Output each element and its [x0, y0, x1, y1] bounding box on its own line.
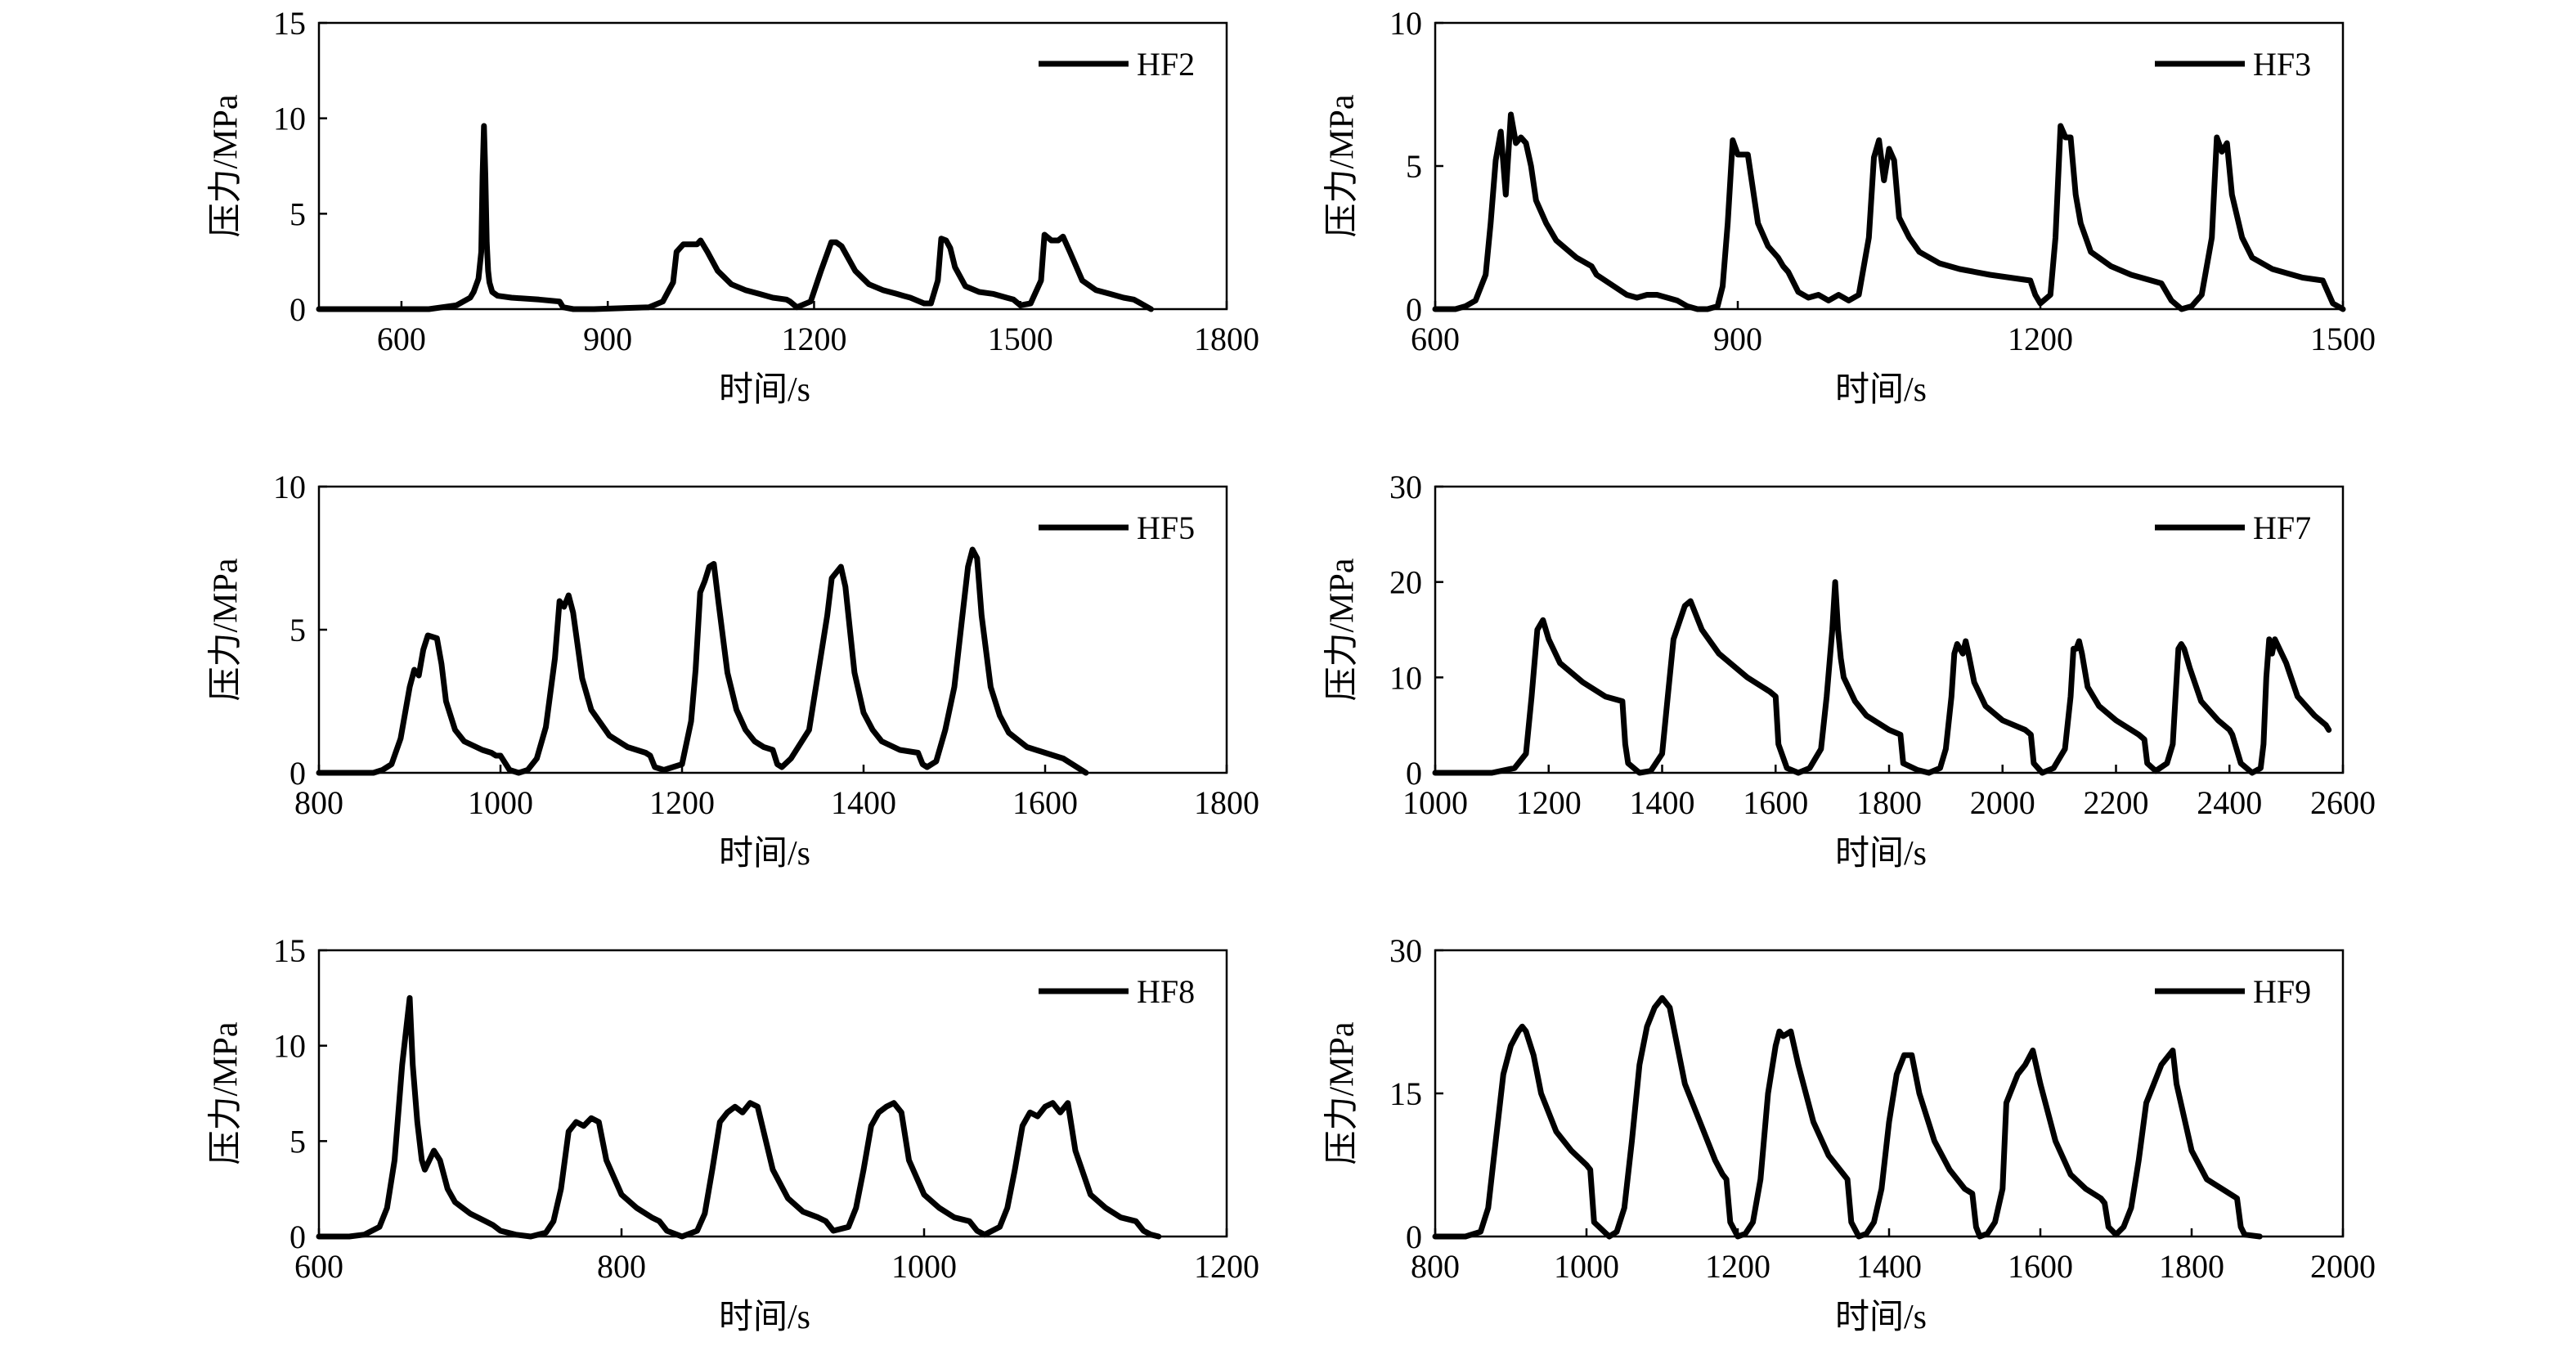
x-axis-label: 时间/s [719, 1299, 810, 1336]
x-tick-label: 2600 [2310, 784, 2376, 821]
legend-label: HF3 [2253, 46, 2311, 83]
x-tick-label: 2000 [2310, 1248, 2376, 1285]
x-tick-label: 1200 [649, 784, 715, 821]
y-tick-label: 10 [1389, 659, 1422, 696]
x-tick-label: 1600 [1012, 784, 1078, 821]
y-axis-label: 压力/MPa [208, 1021, 245, 1165]
y-axis-label: 压力/MPa [208, 558, 245, 701]
x-tick-label: 900 [583, 321, 632, 357]
y-axis-label: 压力/MPa [208, 94, 245, 237]
series-line-hf2 [316, 123, 1154, 312]
x-tick-label: 1000 [468, 784, 533, 821]
y-tick-label: 10 [273, 469, 306, 505]
x-tick-label: 1800 [1194, 784, 1259, 821]
series-line-hf8 [316, 994, 1162, 1240]
x-tick-label: 2000 [1970, 784, 2035, 821]
x-tick-label: 800 [294, 784, 343, 821]
x-axis-label: 时间/s [1835, 371, 1927, 409]
chart-panel-5: 600 800 1000 1200 0 5 10 15 时间/s 压力/MPa HF8 [208, 932, 1259, 1336]
x-tick-label: 1200 [1194, 1248, 1259, 1285]
x-tick-label: 800 [597, 1248, 646, 1285]
chart-panel-3: 800 1000 1200 1400 1600 1800 0 5 10 时间/s 压力/MPa HF5 [208, 469, 1259, 873]
x-tick-label: 1800 [1856, 784, 1922, 821]
y-tick-label: 0 [289, 1219, 306, 1255]
x-tick-label: 1200 [1705, 1248, 1770, 1285]
legend-label: HF5 [1137, 509, 1195, 546]
x-tick-label: 2200 [2084, 784, 2149, 821]
x-tick-label: 2400 [2197, 784, 2262, 821]
y-tick-label: 0 [1406, 291, 1422, 328]
x-axis-label: 时间/s [1835, 1299, 1927, 1336]
y-tick-label: 0 [1406, 755, 1422, 792]
x-tick-label: 1600 [1743, 784, 1808, 821]
series-line-hf7 [1432, 579, 2332, 776]
y-axis-label: 压力/MPa [1324, 558, 1362, 701]
x-tick-label: 1400 [1630, 784, 1695, 821]
y-tick-label: 15 [1389, 1075, 1422, 1112]
y-tick-label: 15 [273, 5, 306, 42]
y-tick-label: 10 [273, 1028, 306, 1065]
x-tick-label: 900 [1713, 321, 1762, 357]
x-axis-label: 时间/s [719, 371, 810, 409]
x-tick-label: 1600 [2008, 1248, 2073, 1285]
y-tick-label: 0 [289, 755, 306, 792]
x-tick-label: 1000 [1402, 784, 1468, 821]
x-tick-label: 1200 [1516, 784, 1582, 821]
plot-frame [317, 949, 1228, 1238]
legend-label: HF2 [1137, 46, 1195, 83]
y-tick-label: 0 [289, 291, 306, 328]
plot-frame [317, 21, 1228, 311]
legend-label: HF7 [2253, 509, 2311, 546]
legend-label: HF9 [2253, 973, 2311, 1010]
y-tick-label: 10 [1389, 5, 1422, 42]
x-tick-label: 1200 [2008, 321, 2073, 357]
series-line-hf3 [1432, 111, 2346, 312]
y-axis-label: 压力/MPa [1324, 1021, 1362, 1165]
x-tick-label: 600 [377, 321, 426, 357]
y-axis-label: 压力/MPa [1324, 94, 1362, 237]
x-tick-label: 600 [294, 1248, 343, 1285]
legend-label: HF8 [1137, 973, 1195, 1010]
y-tick-label: 10 [273, 101, 306, 137]
y-tick-label: 30 [1389, 469, 1422, 505]
x-tick-label: 1200 [781, 321, 846, 357]
x-tick-label: 800 [1411, 1248, 1460, 1285]
x-tick-label: 1400 [1856, 1248, 1922, 1285]
chart-panel-2: 600 900 1200 1500 0 5 10 时间/s 压力/MPa HF3 [1324, 5, 2376, 409]
y-tick-label: 5 [289, 195, 306, 232]
x-tick-label: 1500 [2310, 321, 2376, 357]
chart-panel-1: 600 900 1200 1500 1800 0 5 10 15 时间/s 压力/MPa HF2 [208, 5, 1259, 409]
y-tick-label: 5 [289, 1123, 306, 1160]
x-axis-label: 时间/s [1835, 835, 1927, 873]
x-tick-label: 1800 [2159, 1248, 2224, 1285]
x-tick-label: 600 [1411, 321, 1460, 357]
y-tick-label: 30 [1389, 932, 1422, 969]
chart-panel-4: 1000 1200 1400 1600 1800 2000 2200 2400 2600 0 10 2… [1324, 469, 2376, 873]
x-tick-label: 1400 [831, 784, 896, 821]
y-tick-label: 20 [1389, 564, 1422, 601]
x-tick-label: 1000 [891, 1248, 957, 1285]
chart-panel-6: 800 1000 1200 1400 1600 1800 2000 0 15 30 时间/s 压力/M… [1324, 932, 2376, 1336]
y-tick-label: 5 [1406, 148, 1422, 185]
series-line-hf9 [1432, 994, 2263, 1240]
x-tick-label: 1500 [988, 321, 1053, 357]
x-tick-label: 1000 [1554, 1248, 1619, 1285]
y-tick-label: 15 [273, 932, 306, 969]
y-tick-label: 5 [289, 612, 306, 649]
x-axis-label: 时间/s [719, 835, 810, 873]
x-tick-label: 1800 [1194, 321, 1259, 357]
series-line-hf5 [316, 546, 1089, 776]
y-tick-label: 0 [1406, 1219, 1422, 1255]
